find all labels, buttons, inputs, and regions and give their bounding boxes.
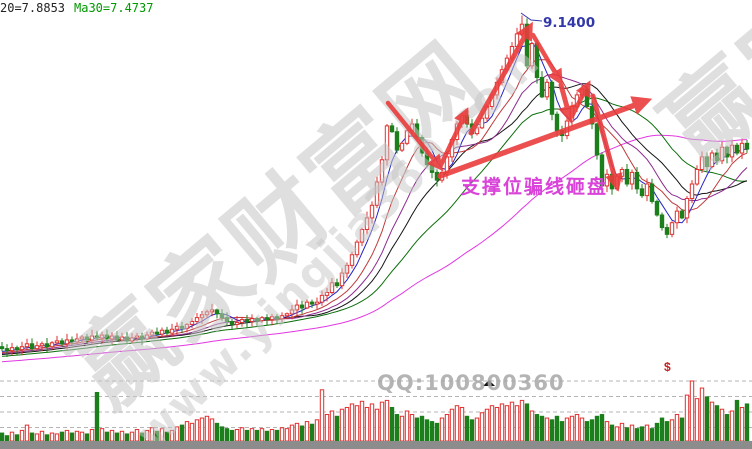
- ma60-line: [1, 134, 748, 363]
- red-arrow-segment: [437, 96, 653, 179]
- qq-contact-text: QQ:100800360: [377, 371, 565, 395]
- red-arrow-segment: [590, 93, 623, 192]
- red-arrow-segment: [437, 107, 469, 170]
- red-arrow-segment: [468, 21, 533, 136]
- indicator-labels: 20=7.8853 Ma30=7.4737: [0, 1, 300, 15]
- peak-callout-line: [520, 12, 543, 22]
- bottom-bar: [0, 441, 752, 449]
- red-arrow-segment: [530, 32, 563, 86]
- trend-arrows: [385, 21, 653, 192]
- red-arrow-segment: [558, 82, 576, 124]
- small-triangle-marker: [483, 380, 495, 386]
- ma30-value-label: Ma30=7.4737: [74, 1, 154, 15]
- red-arrow-segment: [569, 80, 591, 119]
- ma20-value-label: 20=7.8853: [0, 1, 66, 15]
- dollar-symbol: $: [664, 360, 671, 374]
- support-annotation-text: 支撑位骗线砸盘: [461, 177, 609, 198]
- peak-price-label: 9.1400: [543, 15, 596, 31]
- red-arrow-segment: [385, 100, 444, 172]
